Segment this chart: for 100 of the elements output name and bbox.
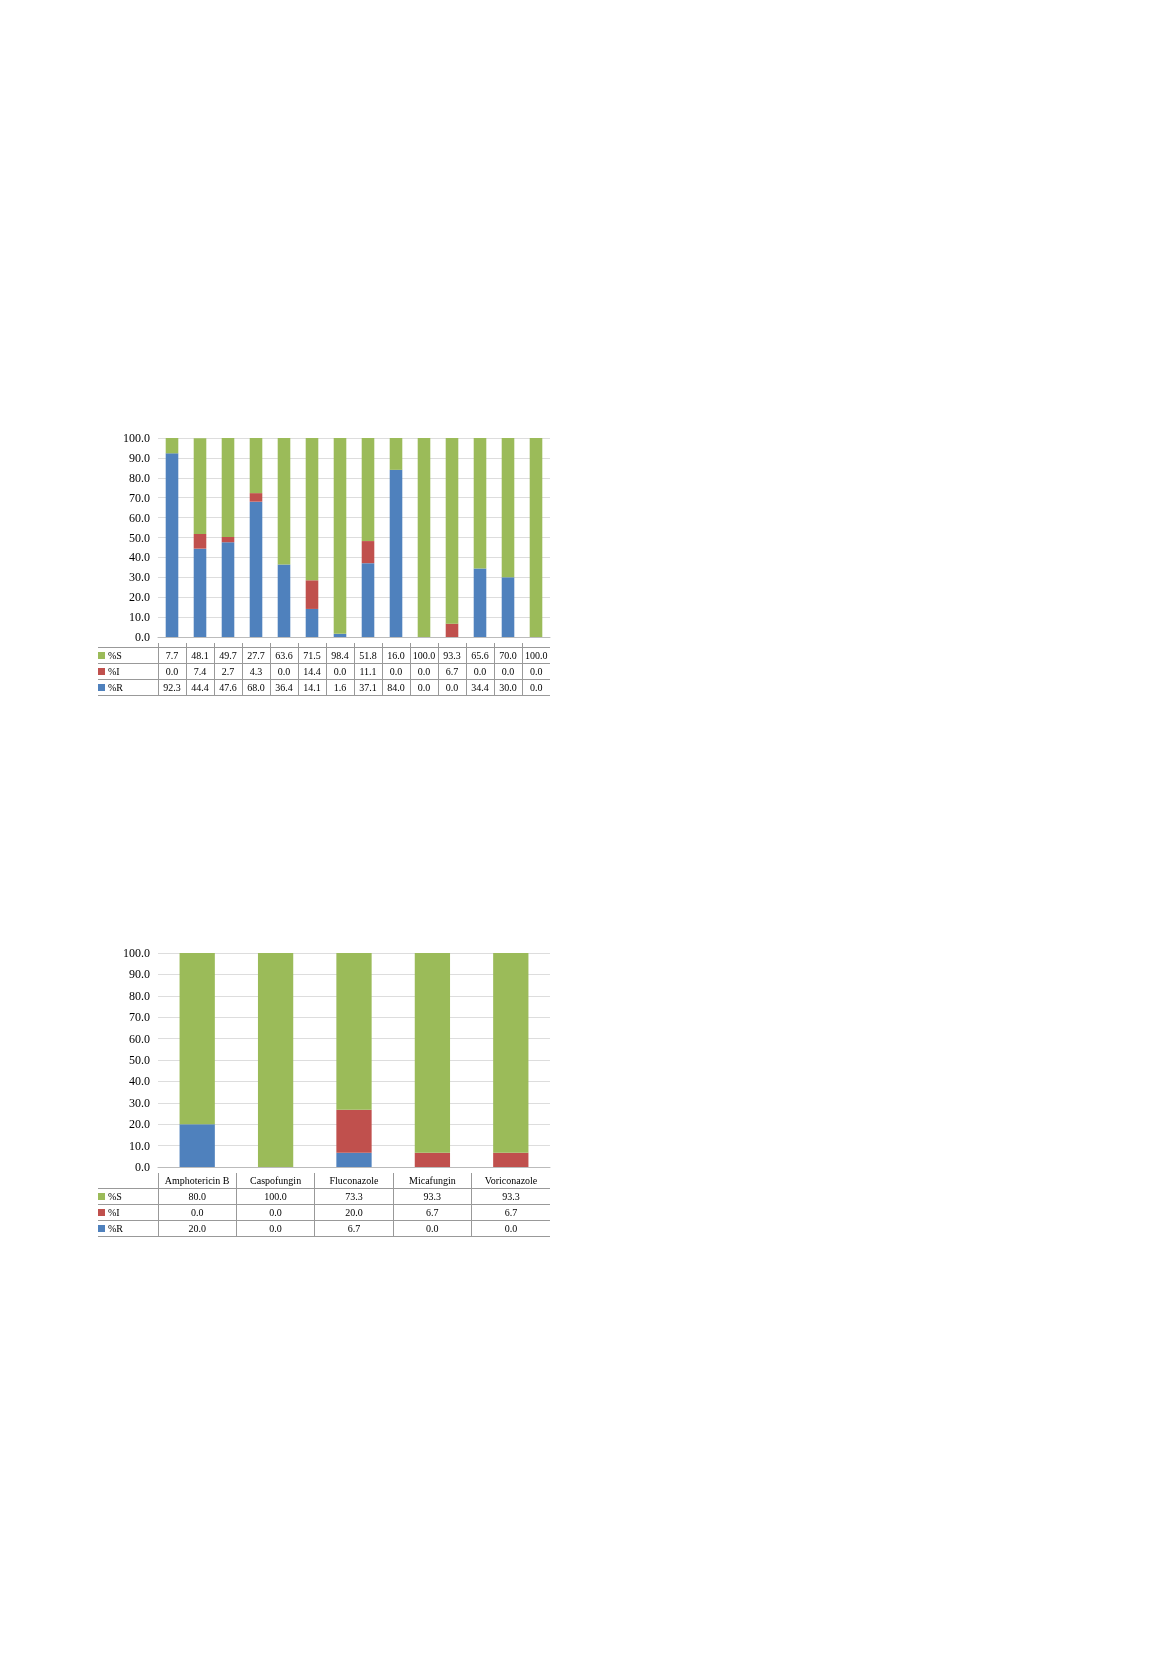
bar: [361, 563, 375, 637]
bar: [165, 438, 179, 454]
data-label: 93.3: [393, 1188, 472, 1205]
data-label: 100.0: [236, 1188, 315, 1205]
data-label: 93.3: [471, 1188, 550, 1205]
bar: [277, 564, 291, 637]
y-tick-label: 60.0: [129, 510, 150, 525]
y-tick-label: 50.0: [129, 1053, 150, 1067]
data-label: 92.3: [158, 679, 186, 696]
bar: [414, 1152, 451, 1167]
data-label: 93.3: [438, 647, 466, 664]
y-tick-label: 10.0: [129, 1138, 150, 1153]
bar: [221, 542, 235, 637]
y-tick-label: 10.0: [129, 610, 150, 625]
bar: [389, 469, 403, 637]
bar: [305, 608, 319, 637]
data-label: 63.6: [270, 647, 298, 664]
data-label: 34.4: [466, 679, 494, 696]
data-label: 30.0: [494, 679, 522, 696]
bar: [501, 577, 515, 637]
data-label: 100.0: [522, 647, 550, 664]
y-tick-label: 0.0: [135, 630, 150, 644]
legend-label: %R: [107, 1222, 124, 1236]
bar: [249, 501, 263, 637]
data-label: 71.5: [298, 647, 326, 664]
data-label: 0.0: [158, 1204, 237, 1221]
data-label: 6.7: [393, 1204, 472, 1221]
bar: [336, 1152, 372, 1167]
bar: [277, 438, 291, 565]
bar: [473, 568, 487, 637]
data-label: 0.0: [270, 663, 298, 680]
data-label: 36.4: [270, 679, 298, 696]
bar: [414, 953, 451, 1153]
bar: [249, 493, 263, 502]
legend-label: %S: [107, 1190, 123, 1204]
bar: [473, 438, 487, 569]
bar: [336, 1109, 372, 1153]
data-label: 65.6: [466, 647, 494, 664]
data-label: 4.3: [242, 663, 270, 680]
data-label: 51.8: [354, 647, 382, 664]
bar: [361, 541, 375, 564]
data-label: 20.0: [158, 1220, 237, 1237]
data-label: 84.0: [382, 679, 410, 696]
y-tick-label: 90.0: [129, 450, 150, 465]
bar: [221, 438, 235, 537]
data-label: 68.0: [242, 679, 270, 696]
data-label: 7.7: [158, 647, 186, 664]
data-label: 11.1: [354, 663, 382, 680]
data-label: 27.7: [242, 647, 270, 664]
bar: [445, 623, 459, 637]
bar: [165, 453, 179, 637]
y-tick-label: 30.0: [129, 1095, 150, 1110]
data-label: 80.0: [158, 1188, 237, 1205]
bar: [249, 438, 263, 494]
y-tick-label: 70.0: [129, 1010, 150, 1025]
y-tick-label: 50.0: [129, 530, 150, 545]
y-tick-label: 20.0: [129, 1117, 150, 1132]
y-tick-label: 80.0: [129, 470, 150, 485]
bar: [445, 438, 459, 624]
data-label: 73.3: [314, 1188, 394, 1205]
data-label: 7.4: [186, 663, 214, 680]
x-tick-label: Micafungin: [393, 1173, 472, 1189]
x-tick-label: Voriconazole: [471, 1173, 550, 1189]
data-label: 0.0: [158, 663, 186, 680]
bar: [179, 953, 215, 1125]
legend-label: %R: [107, 681, 124, 695]
bar: [333, 438, 347, 634]
data-label: 0.0: [236, 1204, 315, 1221]
data-label: 6.7: [471, 1204, 550, 1221]
data-label: 37.1: [354, 679, 382, 696]
x-tick-label: Caspofungin: [236, 1173, 315, 1189]
data-label: 0.0: [410, 663, 438, 680]
data-label: 100.0: [410, 647, 438, 664]
y-tick-label: 60.0: [129, 1031, 150, 1046]
y-tick-label: 90.0: [129, 967, 150, 982]
data-label: 0.0: [236, 1220, 315, 1237]
x-tick-label: Amphotericin B: [158, 1173, 237, 1189]
data-label: 0.0: [382, 663, 410, 680]
y-tick-label: 40.0: [129, 1074, 150, 1089]
data-label: 0.0: [522, 663, 550, 680]
data-label: 0.0: [466, 663, 494, 680]
data-label: 98.4: [326, 647, 354, 664]
data-label: 20.0: [314, 1204, 394, 1221]
bar: [501, 438, 515, 578]
bar: [193, 548, 207, 637]
data-label: 6.7: [438, 663, 466, 680]
bar: [305, 580, 319, 609]
bar: [417, 438, 431, 637]
bar: [361, 438, 375, 542]
bar: [529, 438, 543, 637]
data-label: 49.7: [214, 647, 242, 664]
data-label: 2.7: [214, 663, 242, 680]
bar: [389, 438, 403, 470]
y-tick-label: 100.0: [123, 946, 150, 960]
data-label: 6.7: [314, 1220, 394, 1237]
data-label: 0.0: [410, 679, 438, 696]
data-label: 44.4: [186, 679, 214, 696]
bar: [493, 953, 529, 1153]
legend-label: %S: [107, 649, 123, 663]
y-tick-label: 0.0: [135, 1160, 150, 1174]
